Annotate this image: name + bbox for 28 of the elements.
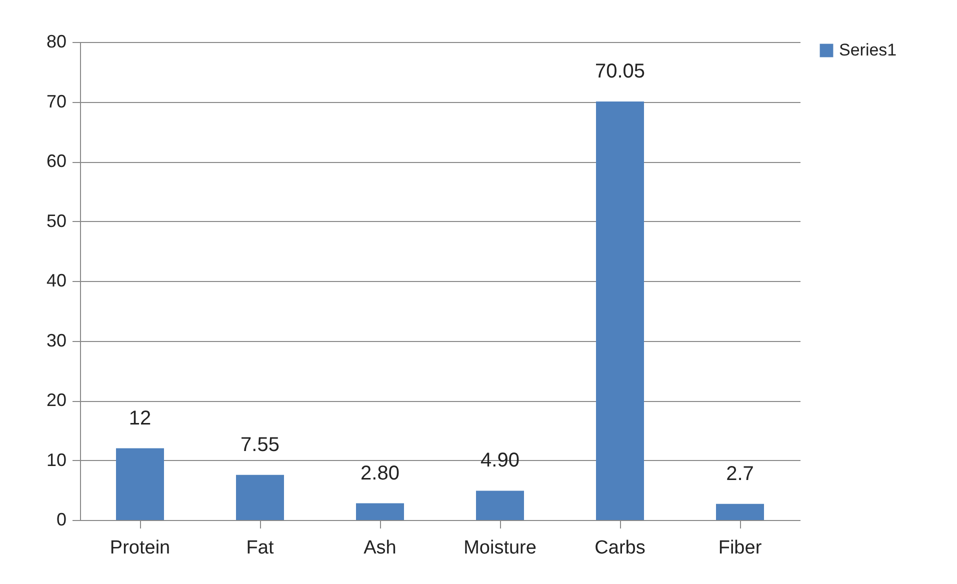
bar (356, 503, 404, 520)
y-tick-label: 80 (46, 32, 66, 52)
bar (116, 448, 164, 520)
y-tick-label: 0 (56, 510, 66, 530)
data-label: 2.7 (726, 462, 754, 485)
x-tick-label: Moisture (464, 538, 536, 558)
y-tick-label: 30 (46, 330, 66, 350)
bar (236, 474, 284, 520)
y-tick-label: 20 (46, 390, 66, 410)
y-tick-label: 40 (46, 270, 66, 290)
x-tick-label: Carbs (594, 538, 646, 558)
bar (716, 504, 764, 520)
y-tick-label: 10 (46, 450, 66, 470)
bar (596, 101, 644, 520)
data-label: 4.90 (480, 450, 520, 472)
data-label: 70.05 (594, 60, 646, 82)
y-tick-label: 70 (46, 91, 66, 112)
x-tick-label: Fiber (718, 538, 762, 558)
legend-label: Series1 (839, 40, 897, 60)
data-label: 2.80 (360, 462, 400, 484)
x-tick-label: Protein (110, 538, 170, 558)
data-label: 7.55 (240, 434, 280, 456)
y-tick-label: 60 (46, 151, 66, 171)
x-tick-label: Fat (246, 538, 274, 558)
data-label: 12 (128, 407, 152, 430)
x-tick-label: Ash (364, 538, 396, 558)
bar (476, 490, 524, 520)
y-tick-label: 50 (46, 210, 66, 231)
